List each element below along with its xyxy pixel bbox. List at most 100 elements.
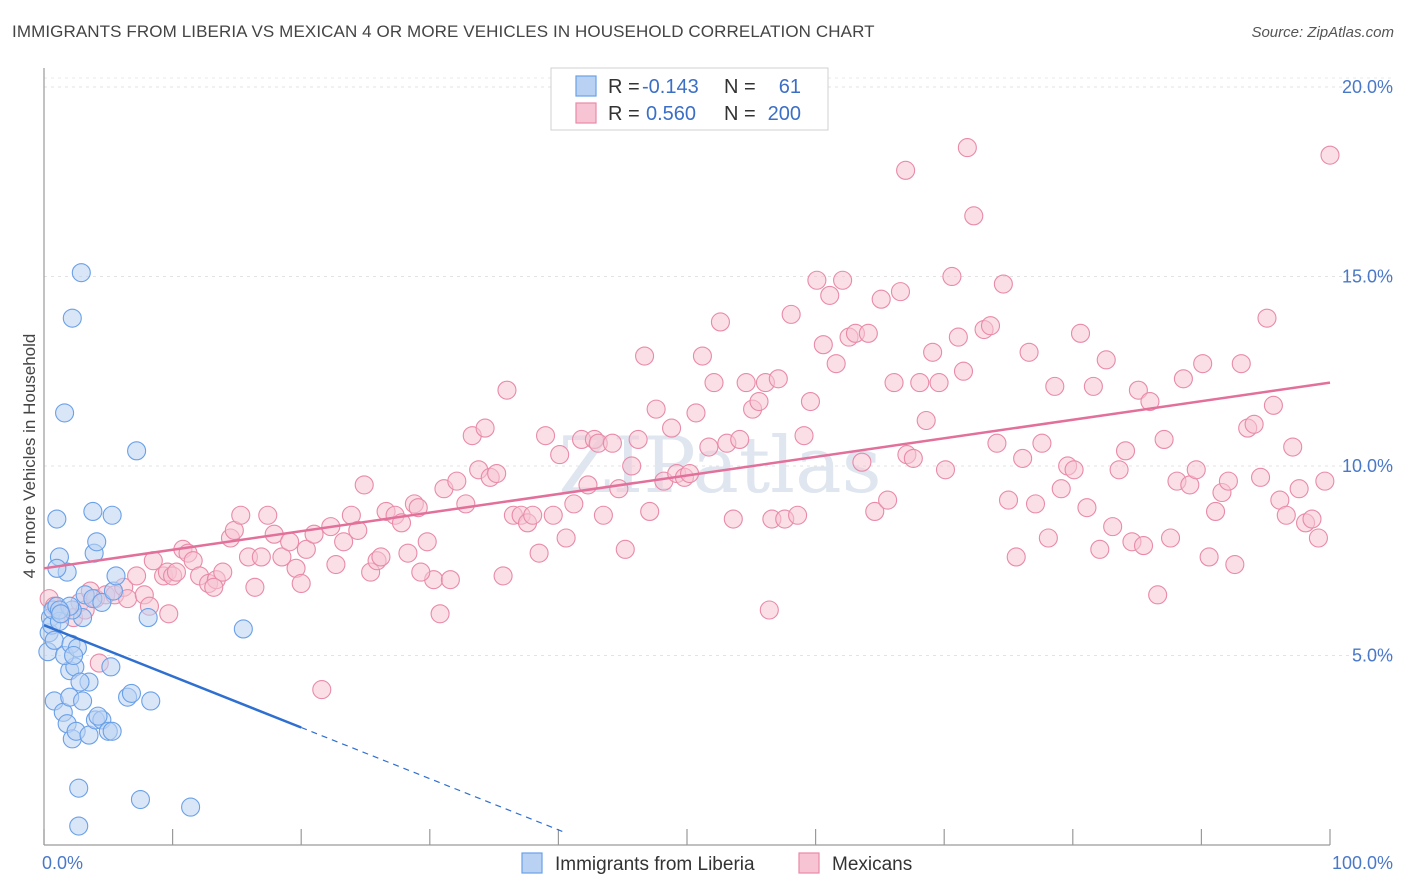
liberia-point-48 — [55, 403, 75, 423]
y-tick-label-0: 5.0% — [1352, 645, 1393, 665]
bottom-legend-swatch-liberia — [521, 852, 543, 874]
liberia-point-44 — [102, 505, 122, 525]
mexicans-point-36 — [272, 547, 292, 567]
grid-lines — [44, 77, 1392, 656]
mexicans-point-197 — [1308, 528, 1328, 548]
mexicans-point-110 — [749, 391, 769, 412]
mexicans-point-40 — [296, 539, 316, 559]
mexicans-point-154 — [1032, 433, 1052, 453]
liberia-point-59 — [69, 816, 89, 836]
liberia-point-46 — [47, 509, 67, 529]
mexicans-point-148 — [993, 274, 1013, 294]
mexicans-point-30 — [231, 505, 251, 525]
mexicans-point-172 — [1148, 585, 1168, 605]
x-tick-label-0: 0.0% — [42, 853, 83, 873]
mexicans-point-184 — [1225, 554, 1245, 575]
mexicans-point-173 — [1154, 429, 1174, 449]
mexicans-point-178 — [1186, 460, 1206, 480]
mexicans-point-78 — [543, 505, 563, 525]
mexicans-point-71 — [497, 380, 517, 400]
mexicans-point-57 — [408, 498, 428, 518]
mexicans-point-115 — [781, 304, 801, 324]
mexicans-point-176 — [1173, 369, 1193, 389]
mexicans-point-106 — [723, 509, 743, 529]
mexicans-point-166 — [1109, 460, 1129, 480]
mexicans-point-155 — [1038, 528, 1058, 548]
mexicans-point-128 — [865, 501, 885, 522]
mexicans-point-81 — [564, 494, 584, 514]
mexicans-point-150 — [1006, 547, 1026, 567]
mexicans-point-121 — [820, 285, 840, 305]
liberia-point-58 — [181, 797, 201, 817]
mexicans-point-117 — [794, 426, 814, 446]
mexicans-point-37 — [280, 532, 300, 552]
liberia-point-45 — [83, 501, 103, 522]
bottom-legend-label-mexicans: Mexicans — [832, 854, 912, 875]
mexicans-point-101 — [692, 346, 712, 366]
mexicans-point-189 — [1257, 308, 1277, 328]
mexicans-point-45 — [334, 532, 354, 552]
mexicans-point-86 — [593, 505, 613, 525]
mexicans-point-190 — [1263, 395, 1283, 415]
mexicans-point-103 — [704, 373, 724, 393]
mexicans-point-104 — [710, 312, 730, 332]
liberia-point-50 — [71, 263, 91, 283]
mexicans-point-149 — [998, 490, 1019, 510]
mexicans-point-129 — [871, 289, 891, 309]
watermark-text: ZIPatlas — [558, 421, 881, 511]
liberia-point-24 — [141, 691, 161, 711]
legend-row2-n-label: N = — [724, 103, 756, 125]
mexicans-point-91 — [628, 429, 648, 449]
mexicans-point-48 — [354, 475, 374, 495]
mexicans-point-64 — [456, 494, 476, 514]
mexicans-point-185 — [1231, 354, 1251, 374]
mexicans-point-157 — [1051, 479, 1071, 499]
trend-lines — [43, 381, 1331, 833]
mexicans-point-140 — [942, 266, 962, 287]
mexicans-point-138 — [929, 373, 949, 393]
mexicans-point-102 — [699, 437, 719, 457]
mexicans-point-165 — [1103, 517, 1123, 537]
mexicans-point-116 — [788, 505, 808, 525]
liberia-point-47 — [138, 608, 158, 628]
mexicans-points — [39, 138, 1340, 700]
mexicans-point-13 — [127, 566, 147, 586]
liberia-point-21 — [102, 721, 122, 741]
mexicans-point-34 — [258, 505, 278, 525]
mexicans-point-90 — [622, 456, 642, 476]
liberia-point-52 — [233, 619, 253, 639]
mexicans-point-200 — [896, 160, 916, 180]
mexicans-point-156 — [1045, 376, 1065, 396]
mexicans-point-69 — [487, 464, 507, 484]
mexicans-point-161 — [1077, 498, 1097, 518]
mexicans-point-132 — [890, 282, 911, 302]
mexicans-point-152 — [1019, 342, 1039, 362]
x-tick-labels: 0.0% 100.0% — [42, 853, 1393, 873]
mexicans-point-118 — [800, 391, 821, 412]
bottom-legend: Immigrants from Liberia Mexicans — [521, 852, 912, 875]
mexicans-point-204 — [159, 604, 179, 624]
legend-row2-r-label: R = — [608, 103, 640, 125]
legend-row1-n-value: 61 — [779, 76, 801, 98]
top-legend-box — [550, 67, 829, 131]
top-legend-swatch-liberia — [575, 75, 597, 97]
y-tick-labels: 5.0% 10.0% 15.0% 20.0% — [1342, 77, 1393, 666]
mexicans-point-127 — [858, 323, 878, 343]
mexicans-point-162 — [1083, 376, 1103, 396]
mexicans-point-174 — [1160, 528, 1181, 548]
mexicans-point-120 — [813, 335, 833, 355]
mexicans-point-183 — [1218, 471, 1238, 491]
mexicans-point-80 — [556, 528, 576, 548]
mexicans-point-147 — [987, 433, 1007, 453]
mexicans-point-32 — [245, 577, 265, 597]
mexicans-point-143 — [957, 138, 977, 158]
mexicans-point-79 — [550, 445, 570, 465]
mexicans-point-192 — [1276, 505, 1296, 525]
mexicans-point-196 — [1302, 509, 1322, 529]
y-tick-label-3: 20.0% — [1342, 77, 1393, 97]
mexicans-point-119 — [807, 270, 827, 290]
mexicans-point-27 — [213, 562, 233, 582]
mexicans-point-93 — [640, 501, 660, 522]
mexicans-point-44 — [326, 554, 346, 575]
mexicans-point-171 — [1140, 391, 1160, 412]
